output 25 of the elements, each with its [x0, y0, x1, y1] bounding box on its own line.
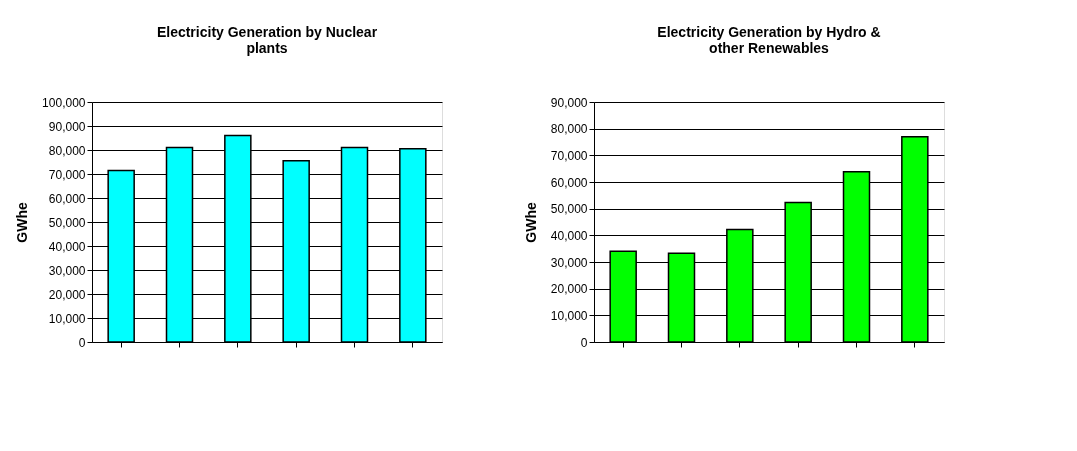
y-tick-label: 50,000	[550, 202, 588, 217]
y-tick-label: 70,000	[550, 148, 588, 163]
y-tick-label: 90,000	[48, 119, 86, 134]
y-tick-label: 0	[78, 335, 86, 350]
y-tick-label: 20,000	[48, 287, 86, 302]
chart-title: Electricity Generation by Nuclear plants	[156, 24, 378, 56]
y-tick-label: 80,000	[550, 122, 588, 137]
y-tick-label: 90,000	[550, 95, 588, 110]
y-tick-label: 50,000	[48, 215, 86, 230]
chart-title: Electricity Generation by Hydro & other Renewables	[657, 24, 881, 56]
y-tick-label: 60,000	[48, 191, 86, 206]
y-tick-label: 0	[580, 335, 588, 350]
y-axis-title: GWhe	[522, 202, 539, 243]
y-axis-title: GWhe	[14, 202, 31, 243]
y-tick-label: 40,000	[550, 228, 588, 243]
y-tick-label: 40,000	[48, 239, 86, 254]
y-tick-label: 100,000	[42, 95, 86, 110]
y-tick-label: 10,000	[550, 308, 588, 323]
y-tick-label: 30,000	[48, 263, 86, 278]
y-tick-label: 80,000	[48, 143, 86, 158]
y-tick-label: 10,000	[48, 311, 86, 326]
y-tick-label: 60,000	[550, 175, 588, 190]
y-tick-label: 20,000	[550, 282, 588, 297]
y-tick-label: 30,000	[550, 255, 588, 270]
y-tick-label: 70,000	[48, 167, 86, 182]
